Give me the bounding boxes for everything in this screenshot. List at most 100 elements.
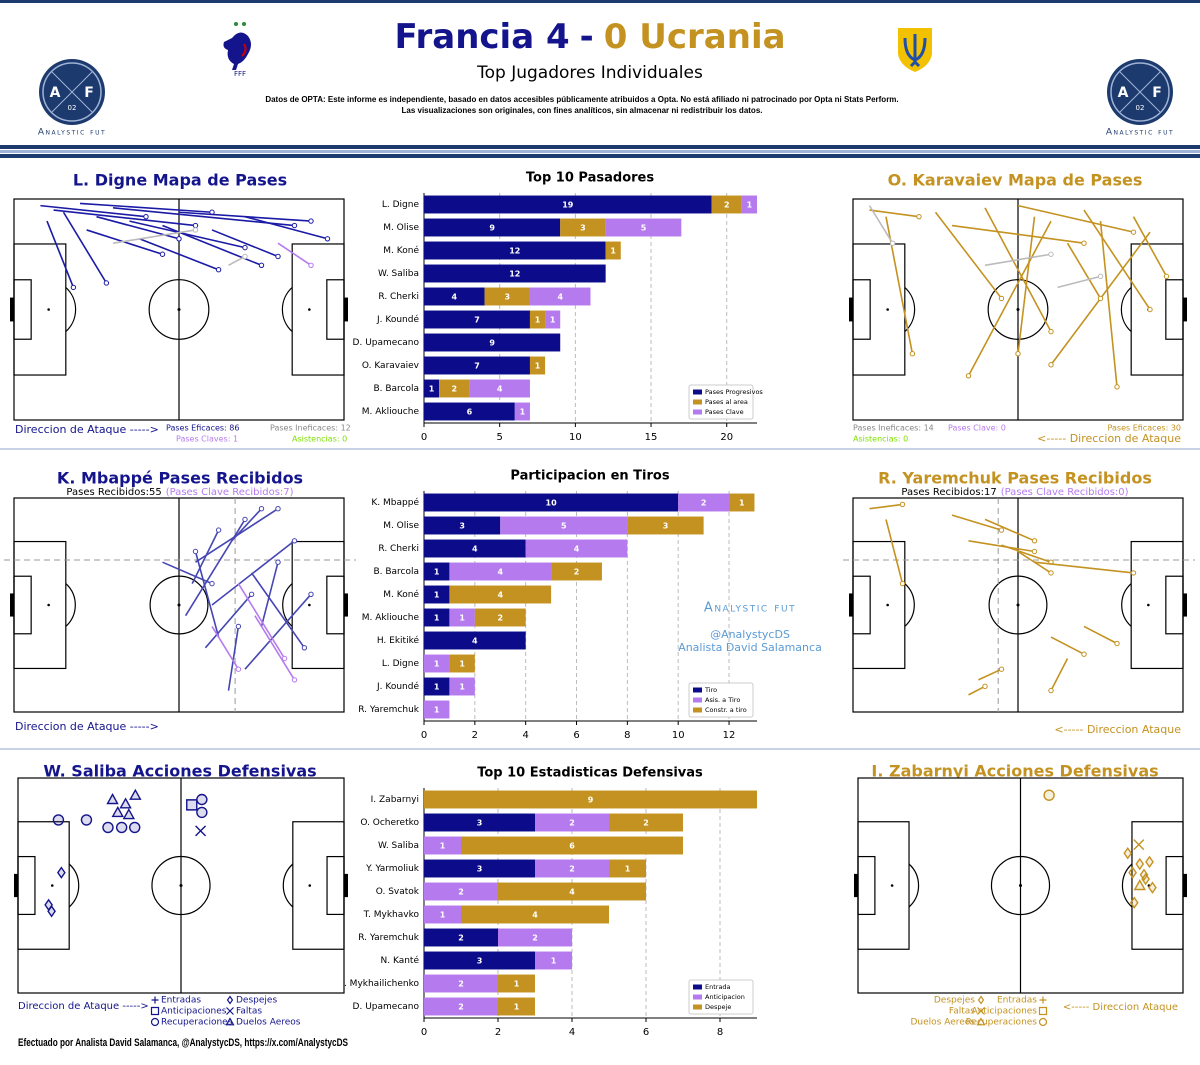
logo-line xyxy=(1119,71,1161,113)
pass-end xyxy=(103,280,110,286)
defensive-action xyxy=(1141,872,1150,886)
bar xyxy=(449,608,475,627)
center-spot xyxy=(177,308,181,311)
legend-label: Anticipaciones xyxy=(972,1007,1038,1017)
logo-number: 02 xyxy=(68,104,77,112)
center-circle xyxy=(988,575,1048,635)
bar xyxy=(498,974,535,993)
category-label: M. Akliouche xyxy=(362,407,420,417)
penalty-arc xyxy=(1120,286,1132,333)
x-tick-label: 15 xyxy=(645,432,658,443)
penalty-arc xyxy=(1121,863,1133,908)
pass xyxy=(1057,275,1101,289)
received-count: Pases Recibidos:17 (Pases Clave Recibidos… xyxy=(901,487,1128,498)
bar xyxy=(424,951,535,970)
value-label: 2 xyxy=(458,934,464,943)
legend-box xyxy=(688,979,754,1015)
center-circle xyxy=(987,279,1049,340)
category-label: R. Yaremchuk xyxy=(358,705,420,715)
value-label: 6 xyxy=(467,408,473,417)
x-tick-label: 2 xyxy=(472,730,478,741)
pass-end xyxy=(899,501,906,508)
bar xyxy=(741,195,757,214)
value-label: 3 xyxy=(663,522,669,531)
bar xyxy=(424,333,561,352)
pass-end xyxy=(998,666,1005,672)
bar xyxy=(525,539,628,558)
bar xyxy=(711,195,742,214)
pass xyxy=(868,205,894,244)
bar xyxy=(498,928,572,947)
bar xyxy=(424,585,450,604)
defensive-action xyxy=(80,814,93,826)
subtitle: Top Jugadores Individuales xyxy=(476,63,703,83)
pass-end xyxy=(192,548,199,555)
pass-end xyxy=(258,262,265,268)
pass xyxy=(869,503,903,510)
pass xyxy=(211,540,295,606)
defensive-action xyxy=(111,805,124,818)
category-label: M. Koné xyxy=(383,589,419,600)
value-label: 5 xyxy=(561,522,567,531)
value-label: 7 xyxy=(474,316,480,325)
pass-end xyxy=(889,240,896,246)
bar xyxy=(449,654,475,673)
bar xyxy=(461,836,683,855)
legend-marker xyxy=(977,995,985,1005)
penalty-spot xyxy=(308,884,312,887)
ukraine-logo xyxy=(898,28,932,72)
center-circle xyxy=(151,855,211,916)
pass-end xyxy=(1015,351,1021,357)
defensive-action xyxy=(1145,855,1154,869)
value-label: 4 xyxy=(497,568,503,577)
defensive-action xyxy=(195,825,207,837)
x-tick-label: 6 xyxy=(643,1027,649,1038)
bar xyxy=(545,310,561,329)
legend-marker xyxy=(151,996,159,1004)
value-label: 4 xyxy=(497,591,503,600)
defensive-action xyxy=(102,821,114,834)
penalty-spot xyxy=(890,884,894,887)
defensive-action xyxy=(106,793,119,805)
value-label: 4 xyxy=(472,545,478,554)
pass-end xyxy=(324,236,331,242)
category-label: W. Saliba xyxy=(378,841,419,851)
penalty-spot xyxy=(47,603,50,607)
value-label: 2 xyxy=(497,614,503,623)
value-label: 1 xyxy=(434,614,440,623)
bar xyxy=(424,974,498,993)
pass xyxy=(129,220,246,249)
logo-ring xyxy=(1110,62,1170,122)
bar xyxy=(424,379,440,398)
pass xyxy=(191,529,220,584)
defensive-action xyxy=(1043,789,1055,801)
bar xyxy=(424,882,498,901)
value-label: 4 xyxy=(569,888,575,897)
value-label: 1 xyxy=(535,362,541,371)
note: Pases Ineficaces: 14 xyxy=(853,424,934,433)
top-stripe xyxy=(0,0,1200,3)
category-label: B. Barcola xyxy=(373,384,419,394)
pass-end xyxy=(998,527,1005,533)
value-label: 19 xyxy=(562,201,574,210)
goal xyxy=(854,873,858,898)
bar xyxy=(424,997,498,1016)
defensive-action xyxy=(186,799,198,811)
center-spot xyxy=(179,884,183,887)
value-label: 10 xyxy=(546,499,558,508)
star xyxy=(234,22,238,26)
legend-marker xyxy=(1039,996,1047,1004)
key-received: (Pases Clave Recibidos:7) xyxy=(166,487,294,498)
pass-end xyxy=(1031,548,1038,555)
pass xyxy=(951,224,1085,244)
pass-end xyxy=(209,580,215,587)
pass xyxy=(984,207,1052,332)
value-label: 1 xyxy=(551,957,557,966)
pass-end xyxy=(998,295,1005,302)
pass-end xyxy=(1130,229,1137,235)
bar xyxy=(551,562,602,581)
legend-marker xyxy=(977,1007,985,1015)
pass xyxy=(231,508,263,542)
legend-label: Duelos Aereos xyxy=(236,1018,301,1028)
attack-direction: Direccion de Ataque -----> xyxy=(18,1001,149,1012)
